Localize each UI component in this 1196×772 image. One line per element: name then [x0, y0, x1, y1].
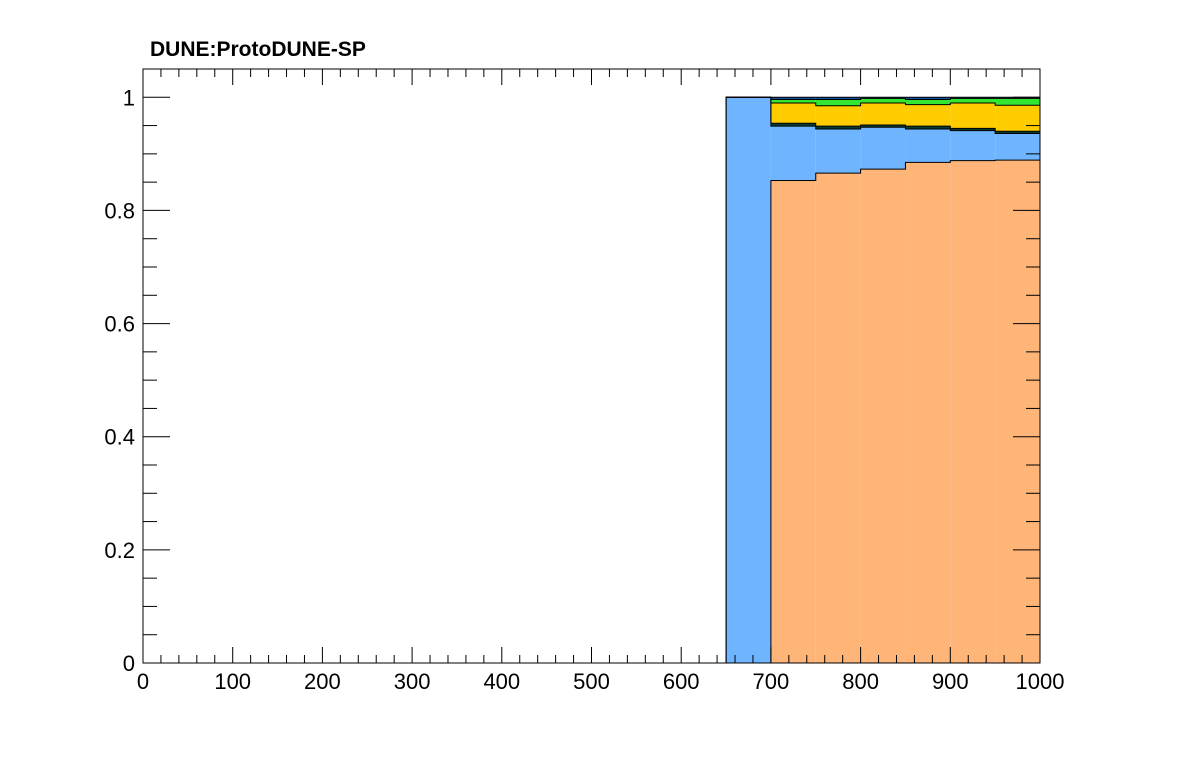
bar-segment: [860, 98, 906, 103]
bar-segment: [770, 97, 816, 100]
bar-segment: [905, 126, 951, 129]
y-tick-label: 0.8: [104, 198, 135, 223]
bar-segment: [860, 169, 906, 664]
bar-segment: [950, 97, 996, 99]
x-tick-label: 100: [214, 669, 251, 694]
bar-segment: [815, 126, 861, 129]
bar-segment: [860, 125, 906, 128]
bar-segment: [950, 98, 996, 103]
bar-segment: [860, 97, 906, 99]
y-tick-label: 0.6: [104, 312, 135, 337]
bar-segment: [905, 104, 951, 127]
bar-segment: [770, 126, 816, 181]
stacked-bars: [725, 96, 1040, 664]
bar-segment: [950, 160, 996, 663]
bar-segment: [995, 105, 1040, 132]
bar-segment: [815, 97, 861, 100]
bar-segment: [995, 133, 1040, 161]
x-tick-label: 900: [932, 669, 969, 694]
bar-segment: [905, 99, 951, 105]
x-tick-label: 300: [394, 669, 431, 694]
x-tick-label: 1000: [1016, 669, 1065, 694]
bar-segment: [726, 97, 771, 664]
bar-segment: [815, 128, 861, 174]
series-outline: [770, 159, 1040, 663]
x-tick-label: 800: [842, 669, 879, 694]
bar-segment: [860, 127, 906, 170]
bar-segment: [950, 128, 996, 131]
bar-segment: [905, 162, 951, 664]
bar-segment: [905, 128, 951, 163]
bar-segment: [905, 97, 951, 100]
x-tick-label: 200: [304, 669, 341, 694]
y-tick-label: 0: [123, 651, 135, 676]
bar-segment: [770, 102, 816, 124]
chart-title: DUNE:ProtoDUNE-SP: [150, 38, 366, 61]
x-tick-label: 600: [663, 669, 700, 694]
bar-segment: [995, 160, 1040, 663]
y-tick-label: 0.2: [104, 538, 135, 563]
bar-segment: [815, 173, 861, 663]
bar-segment: [995, 131, 1040, 134]
bar-segment: [815, 99, 861, 106]
bar-segment: [770, 180, 816, 663]
series-outline: [725, 96, 1040, 663]
y-tick-label: 0.4: [104, 425, 135, 450]
bar-segment: [770, 99, 816, 103]
bar-segment: [995, 97, 1040, 99]
bar-segment: [950, 102, 996, 129]
x-tick-label: 400: [483, 669, 520, 694]
bar-segment: [950, 130, 996, 161]
series-outline: [725, 96, 1040, 663]
x-tick-label: 700: [753, 669, 790, 694]
bar-segment: [995, 98, 1040, 106]
bar-segment: [770, 123, 816, 127]
axes: 0 100 200 300 400 500 600 700 800 900 1000 0 0.2 0.4 0…: [104, 68, 1065, 694]
bar-segment: [860, 102, 906, 126]
x-tick-label: 0: [137, 669, 149, 694]
bar-segment: [815, 105, 861, 127]
x-tick-label: 500: [573, 669, 610, 694]
y-tick-label: 1: [123, 85, 135, 110]
